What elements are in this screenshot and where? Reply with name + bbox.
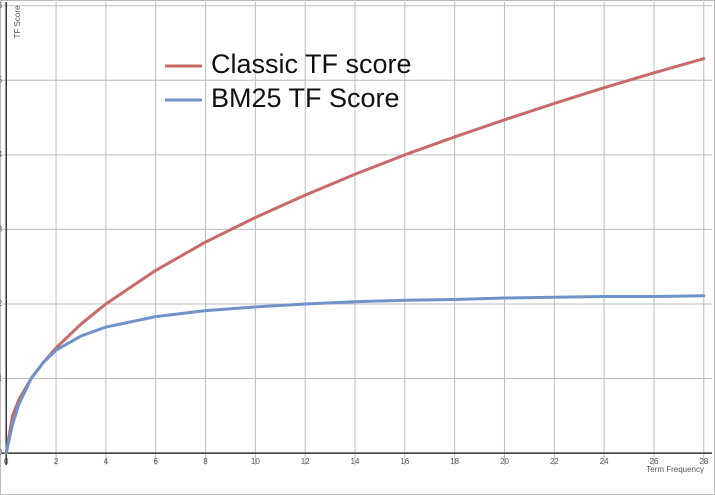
axes: 02468101214161820222426280123456 (0, 1, 712, 466)
x-tick-label: 18 (450, 457, 459, 466)
y-axis-label: TF Score (13, 5, 22, 38)
x-tick-label: 28 (699, 457, 708, 466)
x-tick-label: 6 (153, 457, 158, 466)
lines (4, 57, 706, 455)
x-tick-label: 10 (251, 457, 260, 466)
y-tick-label: 6 (0, 1, 3, 10)
x-tick-label: 24 (600, 457, 609, 466)
y-tick-label: 0 (0, 448, 3, 457)
legend-label: Classic TF score (211, 49, 412, 79)
x-tick-label: 2 (54, 457, 59, 466)
series-line (4, 294, 706, 455)
x-tick-label: 16 (400, 457, 409, 466)
y-tick-label: 2 (0, 299, 3, 308)
legend: Classic TF score BM25 TF Score (165, 49, 412, 113)
y-tick-label: 5 (0, 75, 3, 84)
x-tick-label: 20 (500, 457, 509, 466)
x-axis-label: Term Frequency (646, 465, 704, 474)
x-tick-label: 14 (351, 457, 360, 466)
legend-label: BM25 TF Score (211, 83, 400, 113)
x-tick-label: 26 (650, 457, 659, 466)
x-tick-label: 8 (203, 457, 208, 466)
x-tick-label: 4 (104, 457, 109, 466)
y-tick-label: 3 (0, 225, 3, 234)
y-tick-label: 1 (0, 374, 3, 383)
x-tick-label: 22 (550, 457, 559, 466)
x-tick-label: 12 (301, 457, 310, 466)
y-tick-label: 4 (0, 150, 3, 159)
